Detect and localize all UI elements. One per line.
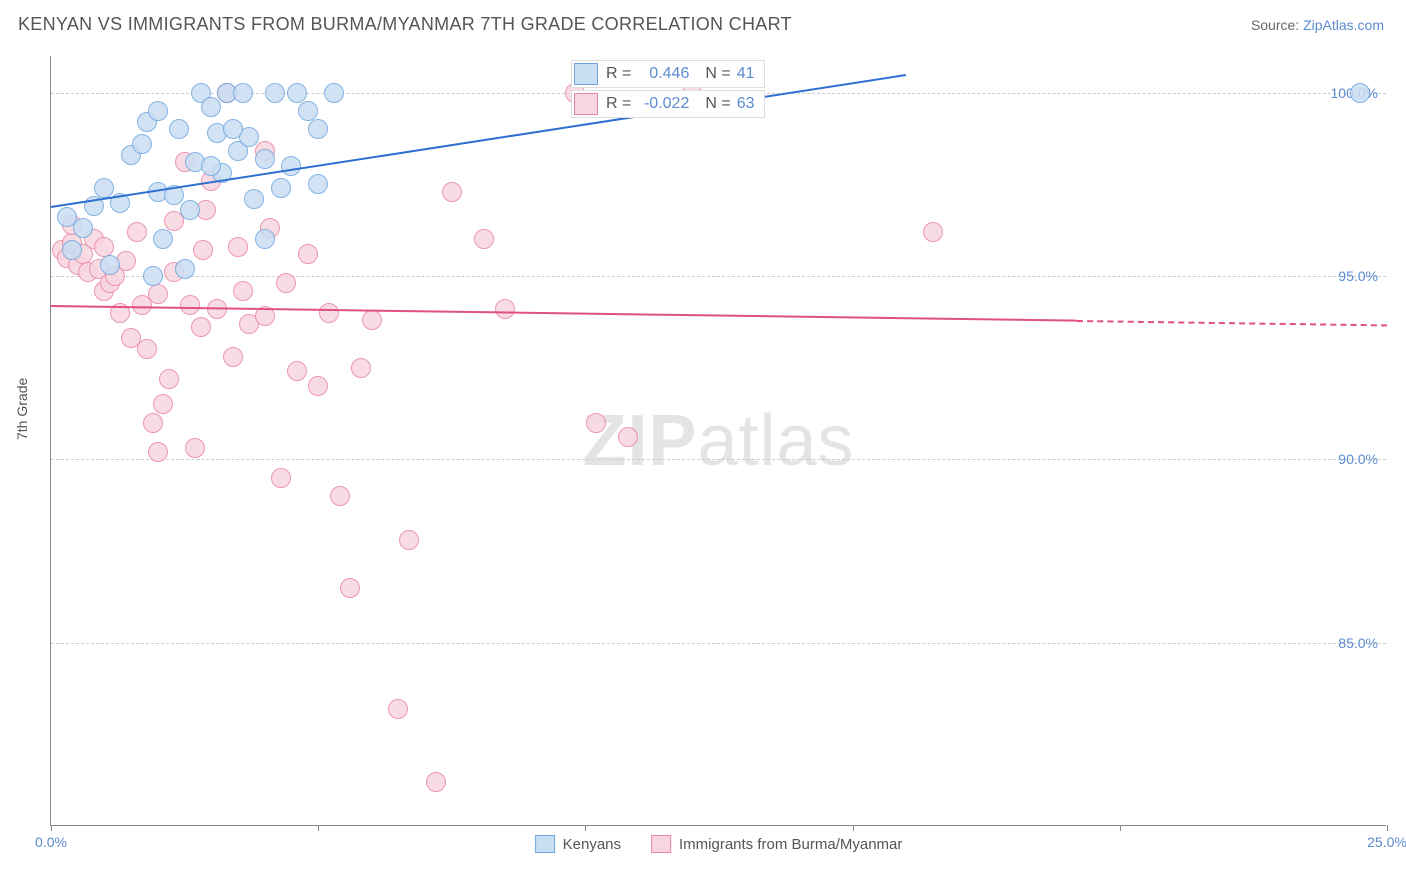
scatter-point [1350, 83, 1370, 103]
x-tick [853, 825, 854, 831]
scatter-point [127, 222, 147, 242]
legend-swatch [574, 93, 598, 115]
legend-swatch [651, 835, 671, 853]
legend-text: R =-0.022N =63 [606, 95, 754, 113]
scatter-point [132, 134, 152, 154]
gridline [51, 459, 1386, 460]
y-axis-label: 7th Grade [14, 378, 30, 440]
scatter-point [362, 310, 382, 330]
scatter-point [308, 119, 328, 139]
scatter-point [255, 229, 275, 249]
x-tick-label: 25.0% [1367, 834, 1406, 850]
scatter-point [143, 266, 163, 286]
scatter-point [281, 156, 301, 176]
scatter-point [94, 237, 114, 257]
scatter-point [175, 259, 195, 279]
scatter-point [308, 174, 328, 194]
legend-text: R =0.446N =41 [606, 65, 754, 83]
scatter-point [169, 119, 189, 139]
scatter-point [586, 413, 606, 433]
scatter-point [474, 229, 494, 249]
scatter-point [287, 83, 307, 103]
scatter-point [308, 376, 328, 396]
scatter-point [153, 229, 173, 249]
trend-line [1077, 320, 1387, 326]
scatter-point [223, 119, 243, 139]
scatter-point [180, 200, 200, 220]
scatter-point [271, 178, 291, 198]
scatter-point [276, 273, 296, 293]
scatter-point [233, 83, 253, 103]
x-tick [1120, 825, 1121, 831]
series-legend: Kenyans Immigrants from Burma/Myanmar [535, 835, 903, 853]
scatter-point [923, 222, 943, 242]
scatter-point [143, 413, 163, 433]
y-tick-label: 85.0% [1338, 635, 1378, 651]
scatter-point [159, 369, 179, 389]
x-tick [318, 825, 319, 831]
scatter-point [73, 218, 93, 238]
scatter-point [228, 237, 248, 257]
scatter-point [388, 699, 408, 719]
gridline [51, 643, 1386, 644]
scatter-chart: ZIPatlas 100.0%95.0%90.0%85.0%0.0%25.0%R… [50, 56, 1386, 826]
legend-row: R =-0.022N =63 [571, 90, 765, 118]
source-link[interactable]: ZipAtlas.com [1303, 17, 1384, 33]
scatter-point [153, 394, 173, 414]
correlation-legend: R =0.446N =41 R =-0.022N =63 [571, 60, 765, 118]
legend-label: Kenyans [563, 836, 621, 853]
scatter-point [442, 182, 462, 202]
legend-item: Immigrants from Burma/Myanmar [651, 835, 902, 853]
y-tick-label: 95.0% [1338, 268, 1378, 284]
chart-title: KENYAN VS IMMIGRANTS FROM BURMA/MYANMAR … [18, 14, 792, 35]
scatter-point [287, 361, 307, 381]
scatter-point [191, 317, 211, 337]
trend-line [51, 74, 906, 208]
legend-swatch [535, 835, 555, 853]
scatter-point [137, 339, 157, 359]
legend-item: Kenyans [535, 835, 621, 853]
x-tick-label: 0.0% [35, 834, 67, 850]
legend-row: R =0.446N =41 [571, 60, 765, 88]
scatter-point [223, 347, 243, 367]
scatter-point [319, 303, 339, 323]
scatter-point [255, 149, 275, 169]
legend-label: Immigrants from Burma/Myanmar [679, 836, 902, 853]
scatter-point [148, 442, 168, 462]
scatter-point [148, 101, 168, 121]
scatter-point [100, 255, 120, 275]
scatter-point [324, 83, 344, 103]
x-tick [51, 825, 52, 831]
scatter-point [618, 427, 638, 447]
scatter-point [201, 97, 221, 117]
scatter-point [399, 530, 419, 550]
scatter-point [351, 358, 371, 378]
scatter-point [495, 299, 515, 319]
y-tick-label: 90.0% [1338, 451, 1378, 467]
scatter-point [193, 240, 213, 260]
scatter-point [298, 101, 318, 121]
x-tick [1387, 825, 1388, 831]
scatter-point [62, 240, 82, 260]
x-tick [585, 825, 586, 831]
scatter-point [426, 772, 446, 792]
scatter-point [298, 244, 318, 264]
scatter-point [94, 178, 114, 198]
scatter-point [201, 156, 221, 176]
scatter-point [330, 486, 350, 506]
scatter-point [233, 281, 253, 301]
scatter-point [185, 438, 205, 458]
scatter-point [244, 189, 264, 209]
scatter-point [180, 295, 200, 315]
scatter-point [340, 578, 360, 598]
header: KENYAN VS IMMIGRANTS FROM BURMA/MYANMAR … [0, 0, 1406, 45]
gridline [51, 276, 1386, 277]
scatter-point [271, 468, 291, 488]
source-label: Source: ZipAtlas.com [1251, 17, 1384, 33]
legend-swatch [574, 63, 598, 85]
scatter-point [265, 83, 285, 103]
